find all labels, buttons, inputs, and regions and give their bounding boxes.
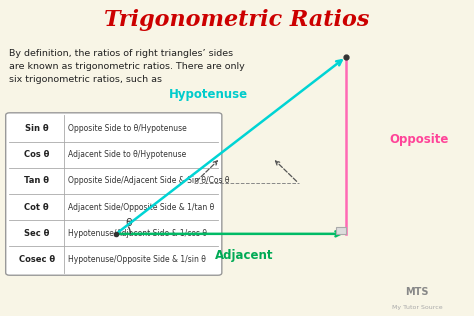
Text: My Tutor Source: My Tutor Source	[392, 305, 442, 310]
Text: Cos θ: Cos θ	[24, 150, 49, 159]
Text: Opposite: Opposite	[390, 132, 449, 146]
Text: Hypotenuse: Hypotenuse	[169, 88, 248, 101]
Text: Adjacent Side/Opposite Side & 1/tan θ: Adjacent Side/Opposite Side & 1/tan θ	[68, 203, 214, 212]
Text: MTS: MTS	[405, 287, 429, 297]
Text: Cosec θ: Cosec θ	[18, 255, 55, 264]
Text: Trigonometric Ratios: Trigonometric Ratios	[104, 9, 370, 32]
Text: Opposite Side to θ/Hypotenuse: Opposite Side to θ/Hypotenuse	[68, 124, 187, 133]
Bar	[336, 227, 346, 234]
FancyBboxPatch shape	[6, 113, 222, 275]
Text: Opposite Side/Adjacent Side & Sin θ/Cos θ: Opposite Side/Adjacent Side & Sin θ/Cos …	[68, 176, 229, 185]
Text: Tan θ: Tan θ	[24, 176, 49, 185]
Text: Cot θ: Cot θ	[25, 203, 49, 212]
Text: θ: θ	[126, 218, 132, 228]
Text: Hypotenuse/Adjacent Side & 1/cos θ: Hypotenuse/Adjacent Side & 1/cos θ	[68, 229, 207, 238]
Text: Adjacent: Adjacent	[215, 249, 273, 263]
Text: Hypotenuse/Opposite Side & 1/sin θ: Hypotenuse/Opposite Side & 1/sin θ	[68, 255, 206, 264]
Text: By definition, the ratios of right triangles’ sides
are known as trigonometric r: By definition, the ratios of right trian…	[9, 49, 245, 84]
Text: Adjacent Side to θ/Hypotenuse: Adjacent Side to θ/Hypotenuse	[68, 150, 186, 159]
Text: Sec θ: Sec θ	[24, 229, 49, 238]
Text: Sin θ: Sin θ	[25, 124, 48, 133]
